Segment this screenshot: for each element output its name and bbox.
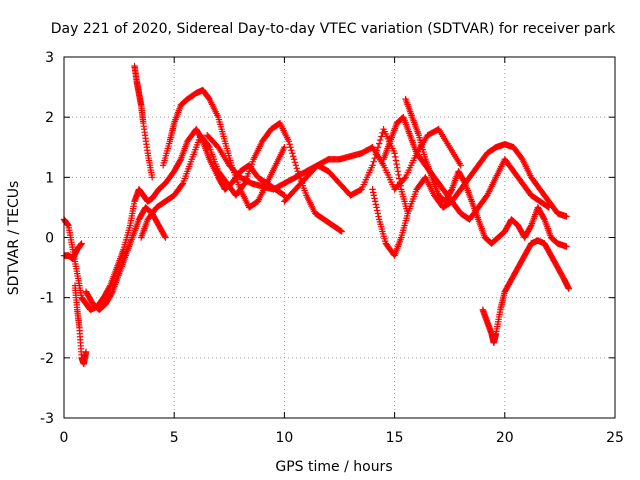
y-tick-label: -1 xyxy=(40,291,54,307)
y-tick-label: -2 xyxy=(40,351,54,367)
data-point xyxy=(338,228,345,235)
data-point xyxy=(108,289,116,297)
data-point xyxy=(369,186,376,193)
data-point xyxy=(289,150,296,157)
data-point xyxy=(374,210,382,217)
data-point xyxy=(290,156,298,163)
data-point xyxy=(392,153,399,161)
data-point xyxy=(369,162,376,169)
data-point xyxy=(337,227,345,235)
grid xyxy=(64,57,615,418)
y-tick-label: 0 xyxy=(45,231,54,247)
chart-title: Day 221 of 2020, Sidereal Day-to-day VTE… xyxy=(51,21,616,37)
data-point xyxy=(372,198,379,205)
data-point xyxy=(293,165,300,172)
data-point xyxy=(82,348,90,356)
data-point xyxy=(286,141,293,148)
data-point xyxy=(106,283,113,291)
data-point xyxy=(291,159,299,166)
data-point xyxy=(393,160,400,168)
data-point xyxy=(285,138,293,145)
data-point xyxy=(176,157,184,164)
data-point xyxy=(392,157,400,164)
data-point xyxy=(448,187,455,194)
data-point xyxy=(371,154,378,162)
data-point xyxy=(281,144,288,151)
x-tick-label: 15 xyxy=(386,430,404,446)
data-point xyxy=(178,181,186,188)
data-point xyxy=(370,158,377,165)
data-point xyxy=(565,285,572,292)
y-axis-label: SDTVAR / TECUs xyxy=(6,181,22,296)
x-axis-label: GPS time / hours xyxy=(275,459,392,475)
data-point xyxy=(375,140,383,147)
data-point xyxy=(375,213,382,220)
data-point xyxy=(148,174,156,181)
data-point xyxy=(288,147,295,154)
data-point xyxy=(377,136,384,144)
y-tick-label: 1 xyxy=(45,170,54,186)
data-point xyxy=(394,168,402,175)
data-point xyxy=(395,171,402,179)
data-point xyxy=(373,204,380,211)
data-point xyxy=(461,178,468,186)
x-tick-label: 20 xyxy=(496,430,514,446)
y-tick-label: 2 xyxy=(45,110,54,126)
data-point xyxy=(378,133,385,140)
data-point xyxy=(281,192,288,199)
x-tick-label: 5 xyxy=(170,430,179,446)
data-point xyxy=(374,144,382,151)
tick-labels: 0 5 10 15 20 25 -3 -2 -1 0 1 2 3 xyxy=(40,50,624,446)
data-points xyxy=(60,62,572,368)
data-point xyxy=(240,181,248,188)
data-point xyxy=(372,201,380,208)
data-point xyxy=(78,240,85,247)
data-point xyxy=(563,243,570,250)
data-point xyxy=(540,215,548,222)
y-tick-label: -3 xyxy=(40,411,54,427)
data-point xyxy=(563,213,570,220)
data-point xyxy=(287,144,294,151)
plot-frame xyxy=(63,56,616,419)
data-point xyxy=(205,142,212,150)
data-point xyxy=(397,182,404,189)
data-point xyxy=(162,234,169,241)
data-point xyxy=(545,204,553,211)
data-point xyxy=(457,162,464,169)
data-point xyxy=(396,175,403,182)
data-point xyxy=(290,153,297,160)
data-point xyxy=(371,195,378,202)
x-tick-label: 10 xyxy=(275,430,293,446)
data-point xyxy=(372,151,380,158)
data-point xyxy=(373,147,381,155)
x-tick-label: 25 xyxy=(606,430,624,446)
data-point xyxy=(370,189,377,196)
data-point xyxy=(161,233,168,240)
data-point xyxy=(544,203,552,211)
data-point xyxy=(527,223,534,230)
data-point xyxy=(394,164,401,171)
data-point xyxy=(396,178,404,186)
data-point xyxy=(391,150,398,157)
data-point xyxy=(370,192,378,199)
data-point xyxy=(373,207,381,214)
data-point xyxy=(292,162,300,169)
x-tick-label: 0 xyxy=(60,430,69,446)
y-tick-label: 3 xyxy=(45,50,54,66)
data-point xyxy=(280,191,287,198)
